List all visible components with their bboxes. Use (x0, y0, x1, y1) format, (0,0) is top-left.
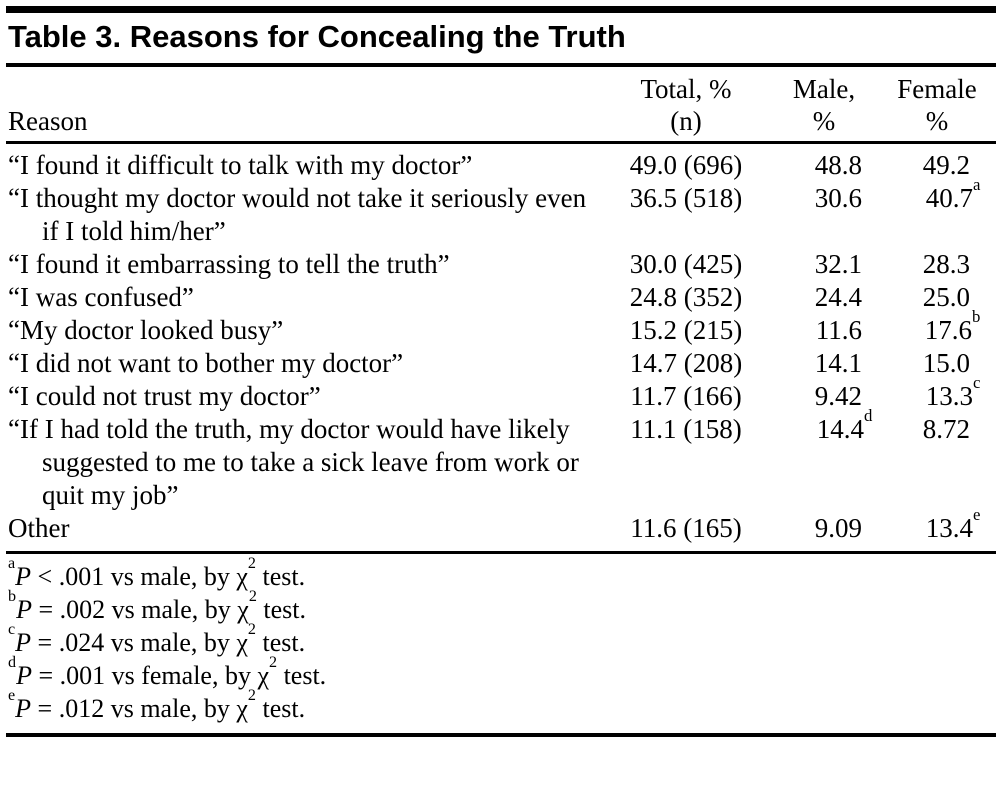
footnote-line: dP = .001 vs female, by χ2 test. (8, 654, 327, 691)
table-row: “I thought my doctor would not take it s… (6, 174, 996, 248)
table-row: “I was confused” 24.8 (352) 24.4 25.0 (6, 281, 996, 314)
total-cell: 11.1 (158) (630, 414, 742, 445)
male-cell: 30.6 (814, 183, 862, 214)
header-male: Male, % (770, 73, 878, 137)
male-cell: 11.6 (815, 315, 862, 346)
footnote-rule (6, 551, 996, 555)
significance-marker: b (972, 306, 981, 326)
table-row: “If I had told the truth, my doctor woul… (6, 405, 996, 512)
female-cell: 13.3c (925, 372, 981, 412)
male-cell: 14.1 (814, 348, 862, 379)
table-row: Other 11.6 (165) 9.09 13.4e (6, 504, 996, 545)
reason-cell: “I found it embarrassing to tell the tru… (8, 249, 450, 280)
table-row: “My doctor looked busy” 15.2 (215) 11.6 17.… (6, 306, 996, 347)
significance-marker: e (972, 504, 981, 524)
female-cell: 15.0 (922, 348, 970, 379)
reason-cell: “My doctor looked busy” (8, 315, 284, 346)
female-cell: 13.4e (925, 504, 981, 544)
female-cell: 8.72 (922, 414, 970, 445)
total-cell: 49.0 (696) (629, 150, 743, 181)
table-title: Table 3. Reasons for Concealing the Trut… (8, 19, 626, 54)
title-rule (6, 63, 996, 68)
female-cell: 40.7a (925, 174, 981, 214)
significance-marker: d (864, 405, 873, 425)
total-cell: 15.2 (215) (629, 315, 743, 346)
female-cell: 25.0 (922, 282, 970, 313)
reason-cell: Other (8, 513, 70, 544)
significance-marker: c (972, 372, 981, 392)
footnote-marker: b (8, 588, 17, 606)
header-total-line2: (n) (670, 106, 702, 137)
top-rule (6, 6, 996, 13)
male-cell: 24.4 (814, 282, 862, 313)
total-cell: 36.5 (518) (629, 183, 743, 214)
female-cell: 28.3 (922, 249, 970, 280)
footnote-marker: a (8, 555, 16, 573)
female-cell: 17.6b (924, 306, 981, 346)
header-total: Total, % (n) (602, 73, 770, 137)
table-row: “I could not trust my doctor” 11.7 (166) 9… (6, 372, 996, 413)
female-cell: 49.2 (922, 150, 970, 181)
table-body: “I found it difficult to talk with my do… (6, 144, 996, 551)
footnote-line: eP = .012 vs male, by χ2 test. (8, 687, 306, 724)
footnote-marker: c (8, 621, 16, 639)
male-cell: 32.1 (814, 249, 862, 280)
table-row: “I found it difficult to talk with my do… (6, 149, 996, 182)
reason-cell: “I did not want to bother my doctor” (8, 348, 404, 379)
footnotes: aP < .001 vs male, by χ2 test. bP = .002 … (6, 554, 996, 733)
reason-cell: “I was confused” (8, 282, 194, 313)
male-cell: 9.09 (814, 513, 862, 544)
male-cell: 14.4d (816, 405, 873, 445)
footnote-line: bP = .002 vs male, by χ2 test. (8, 588, 306, 625)
total-cell: 14.7 (208) (629, 348, 743, 379)
total-cell: 24.8 (352) (629, 282, 743, 313)
footnote-line: cP = .024 vs male, by χ2 test. (8, 621, 306, 658)
footnote-marker: e (8, 687, 16, 705)
male-cell: 9.42 (814, 381, 862, 412)
header-total-line1: Total, % (640, 74, 732, 105)
header-rule (6, 141, 996, 145)
reason-cell: “I thought my doctor would not take it s… (8, 183, 587, 247)
header-male-line2: % (812, 106, 836, 137)
total-cell: 11.7 (166) (630, 381, 742, 412)
header-female: Female % (878, 73, 996, 137)
reason-cell: “I could not trust my doctor” (8, 381, 321, 412)
total-cell: 30.0 (425) (629, 249, 743, 280)
reason-cell: “I found it difficult to talk with my do… (8, 150, 473, 181)
table-header-row: Reason Total, % (n) Male, % Female % (6, 67, 996, 141)
header-male-line1: Male, (792, 74, 856, 105)
footnote-line: aP < .001 vs male, by χ2 test. (8, 555, 306, 592)
bottom-rule (6, 733, 996, 738)
table-row: “I did not want to bother my doctor” 14.7… (6, 347, 996, 380)
header-reason: Reason (8, 106, 88, 137)
table-row: “I found it embarrassing to tell the tru… (6, 248, 996, 281)
total-cell: 11.6 (165) (630, 513, 742, 544)
male-cell: 48.8 (814, 150, 862, 181)
reason-cell: “If I had told the truth, my doctor woul… (8, 414, 579, 511)
footnote-marker: d (8, 654, 17, 672)
header-female-line1: Female (897, 74, 977, 105)
significance-marker: a (972, 174, 981, 194)
header-female-line2: % (925, 106, 949, 137)
